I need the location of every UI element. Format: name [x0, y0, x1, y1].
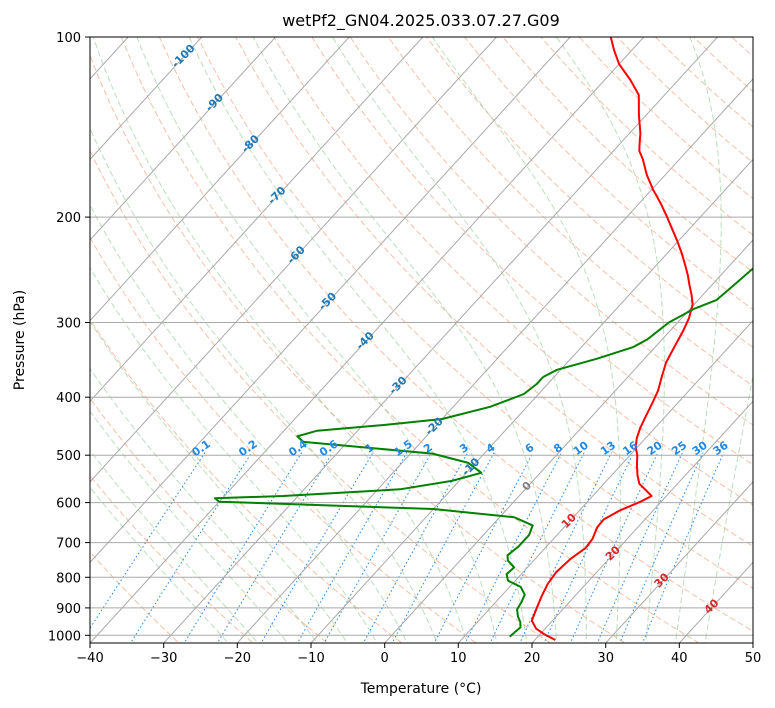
mixing-ratio-label: 0.4 — [286, 437, 310, 459]
mixing-ratio-line — [464, 452, 563, 643]
isotherm — [90, 37, 277, 241]
dry-adiabat — [273, 37, 753, 506]
mixing-ratio-label: 4 — [484, 441, 498, 456]
y-tick-label: 100 — [56, 31, 81, 46]
dry-adiabat — [90, 236, 477, 643]
dewpoint-profile — [214, 267, 753, 638]
isotherm — [310, 158, 753, 643]
sounding-profiles — [214, 37, 753, 641]
isotherm — [163, 37, 719, 643]
isotherm — [90, 37, 498, 483]
dry-adiabat — [90, 474, 254, 643]
mixing-ratio-line — [642, 452, 725, 643]
dry-adiabat — [387, 37, 753, 387]
y-tick-label: 200 — [56, 211, 81, 226]
isotherm — [531, 400, 753, 643]
chart-title: wetPf2_GN04.2025.033.07.27.G09 — [282, 11, 560, 31]
x-tick-label: −30 — [150, 651, 177, 666]
x-tick-label: 10 — [450, 651, 467, 666]
isotherm — [457, 319, 753, 643]
moist-adiabat — [556, 37, 665, 643]
dry-adiabat — [197, 37, 753, 589]
mixing-ratio-line — [323, 452, 432, 643]
mixing-ratio-line — [130, 452, 253, 643]
dry-adiabat — [540, 37, 753, 236]
moist-adiabat — [90, 266, 378, 643]
mixing-ratio-line — [260, 452, 374, 643]
isotherm — [90, 37, 571, 564]
dry-adiabat — [349, 37, 753, 426]
y-tick-label: 1000 — [48, 629, 81, 644]
moist-adiabat — [252, 37, 558, 643]
dry-adiabat — [90, 397, 329, 643]
isotherm — [90, 37, 350, 322]
mixing-ratio-label: 0.6 — [317, 437, 341, 459]
mixing-ratio-line — [433, 452, 534, 643]
isotherm — [90, 37, 645, 643]
dry-adiabat — [693, 37, 753, 93]
moist-adiabat — [90, 320, 348, 643]
moist-adiabat — [90, 410, 289, 643]
x-axis-label: Temperature (°C) — [360, 681, 482, 697]
moist-adiabat — [90, 449, 259, 643]
y-tick-label: 300 — [56, 317, 81, 332]
y-tick-label: 800 — [56, 571, 81, 586]
isotherm — [605, 481, 753, 643]
dry-adiabat — [158, 37, 753, 632]
mixing-ratio-line — [619, 452, 704, 643]
moist-adiabat — [431, 37, 621, 643]
isotherm — [0, 10, 6, 661]
isotherms — [0, 10, 753, 661]
x-tick-label: −10 — [297, 651, 324, 666]
dry-adiabat — [464, 37, 753, 311]
mixing-ratio-line — [90, 452, 206, 630]
x-tick-label: 50 — [745, 651, 762, 666]
moist-adiabat — [90, 486, 229, 643]
x-tick-label: 0 — [381, 651, 389, 666]
moist-adiabat — [90, 127, 438, 643]
plot-frame — [89, 36, 754, 644]
isotherm — [384, 239, 753, 643]
mixing-ratio-line — [519, 452, 612, 643]
moist-adiabat — [674, 37, 722, 643]
isotherm — [90, 37, 424, 402]
moist-adiabat — [704, 372, 753, 643]
x-tick-label: 40 — [671, 651, 688, 666]
mixing-ratio-line — [216, 452, 333, 643]
dry-adiabat — [90, 318, 403, 643]
x-tick-label: 20 — [524, 651, 541, 666]
isotherm — [752, 642, 753, 643]
moist-adiabats — [90, 37, 753, 643]
moist-adiabat — [136, 37, 498, 643]
isotherm — [236, 78, 753, 643]
mixing-ratio-line — [183, 452, 303, 643]
dry-adiabat — [426, 37, 753, 349]
y-tick-label: 400 — [56, 391, 81, 406]
axes: −40 −30 −20 −10 0 10 20 30 40 5010020030040050060… — [48, 31, 761, 666]
mixing-ratio-label: 0.1 — [189, 437, 212, 459]
x-tick-label: 30 — [597, 651, 614, 666]
mixing-ratio-line — [489, 452, 585, 643]
y-tick-label: 600 — [56, 497, 81, 512]
mixing-ratio-label: 6 — [523, 441, 537, 456]
mixing-ratio-label: 1.5 — [391, 437, 414, 459]
pressure-gridlines — [90, 37, 753, 636]
y-tick-label: 900 — [56, 602, 81, 617]
y-axis-label: Pressure (hPa) — [12, 290, 28, 390]
dry-adiabat — [120, 37, 700, 643]
dry-adiabat — [770, 37, 775, 648]
x-tick-label: −40 — [76, 651, 103, 666]
dry-adiabat — [90, 149, 552, 643]
isotherm — [90, 37, 203, 161]
moist-adiabat — [90, 367, 319, 643]
mixing-ratio-line — [596, 452, 683, 643]
y-tick-label: 700 — [56, 537, 81, 552]
dry-adiabat — [90, 53, 626, 643]
moist-adiabat — [92, 37, 468, 643]
x-tick-label: −20 — [224, 651, 251, 666]
temperature-profile — [530, 37, 694, 641]
y-tick-label: 500 — [56, 449, 81, 464]
moist-adiabat — [332, 37, 587, 643]
